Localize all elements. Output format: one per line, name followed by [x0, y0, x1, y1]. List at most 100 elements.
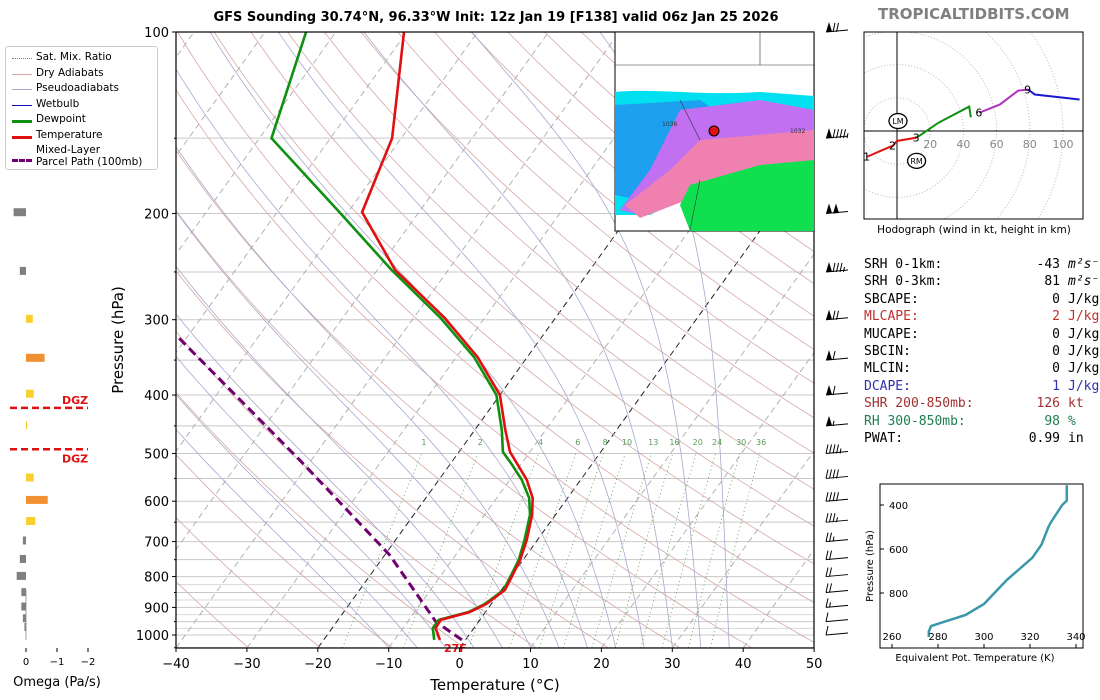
dry-adiabat — [177, 32, 814, 604]
omega-bar — [22, 614, 26, 623]
theta-e-panel — [879, 483, 1084, 649]
wind-barb — [825, 261, 849, 273]
hodograph-trace — [1027, 88, 1080, 101]
pseudoadiabat — [176, 265, 503, 648]
stat-value: 126 — [1036, 396, 1060, 412]
stat-unit: m²s⁻² — [1068, 274, 1100, 290]
y-tick-label: 400 — [144, 389, 169, 404]
legend-label: Mixed-Layer — [36, 144, 101, 156]
legend: Sat. Mix. Ratio Dry Adiabats Pseudoadiabat… — [5, 46, 158, 170]
legend-label: Parcel Path (100mb) — [36, 156, 143, 168]
y-tick-label: 600 — [144, 495, 169, 510]
hodograph-height-label: 9 — [1024, 84, 1031, 97]
wind-barb — [825, 415, 849, 427]
plot-frame — [175, 31, 815, 649]
stat-value: 1 — [1052, 378, 1060, 394]
legend-swatch — [12, 104, 32, 106]
hodograph-ring-label: 20 — [923, 138, 937, 151]
stat-row: PWAT: 0.99 in — [864, 430, 1100, 447]
barb-flag — [836, 129, 839, 139]
map-inset: 1036 1032 — [614, 31, 815, 232]
barb-half-flag — [832, 420, 835, 426]
dry-adiabat — [507, 32, 814, 285]
isotherm — [176, 32, 266, 157]
barb-flag — [829, 583, 832, 593]
theta-e-tick-label: 280 — [928, 632, 947, 643]
pseudoadiabat — [176, 210, 532, 648]
barb-flag — [829, 532, 832, 542]
pseudoadiabat — [176, 146, 560, 648]
omega-bar — [13, 208, 26, 217]
y-tick-label: 900 — [144, 601, 169, 616]
pseudoadiabat — [209, 32, 617, 648]
barb-flag — [832, 262, 836, 273]
wind-barb — [825, 583, 849, 593]
legend-swatch — [12, 89, 32, 90]
omega-tick-label: −2 — [81, 657, 96, 668]
barb-flag — [836, 469, 839, 479]
legend-swatch — [12, 120, 32, 123]
legend-swatch — [12, 159, 32, 162]
stat-value: 0 — [1052, 344, 1060, 360]
stat-label: MLCAPE: — [864, 309, 919, 325]
y-tick-label: 200 — [144, 208, 169, 223]
stat-value: 0 — [1052, 326, 1060, 342]
barb-pennant — [826, 350, 832, 361]
hodograph-height-label: 3 — [913, 132, 920, 145]
dry-adiabat — [176, 516, 321, 648]
x-tick-label: 40 — [735, 657, 752, 672]
barb-flag — [829, 550, 832, 560]
mixing-ratio-label: 24 — [712, 438, 722, 447]
mixing-ratio-label: 36 — [756, 438, 766, 447]
chart-title: GFS Sounding 30.74°N, 96.33°W Init: 12z … — [213, 10, 779, 25]
theta-e-line — [927, 485, 1069, 637]
barb-flag — [825, 444, 829, 454]
omega-bar — [26, 353, 45, 362]
wind-barb — [825, 22, 849, 33]
wind-barb — [825, 550, 849, 561]
dry-adiabat — [176, 454, 393, 648]
wind-barb — [825, 492, 849, 502]
wind-barb — [825, 469, 849, 479]
wind-barb — [825, 625, 849, 636]
mixing-ratio-line — [591, 453, 652, 648]
dry-adiabat — [176, 270, 609, 648]
legend-label: Dry Adiabats — [36, 66, 104, 79]
theta-e-tick-label: 260 — [882, 632, 901, 643]
x-tick-label: 30 — [664, 657, 681, 672]
legend-label: Temperature — [36, 128, 103, 141]
mixing-ratio-label: 1 — [421, 438, 426, 447]
map-precip-ice — [625, 130, 814, 218]
barb-half-flag — [846, 133, 849, 139]
theta-e-tick-label: 320 — [1020, 632, 1039, 643]
stat-label: SRH 0-3km: — [864, 274, 943, 290]
wind-barb — [825, 203, 849, 215]
stat-label: DCAPE: — [864, 378, 911, 394]
dry-adiabat — [434, 32, 814, 350]
barb-flag — [825, 567, 829, 577]
barb-flag — [829, 567, 832, 577]
omega-panel: DGZ DGZ — [10, 132, 89, 652]
omega-bar — [16, 571, 26, 580]
hodograph-caption: Hodograph (wind in kt, height in km) — [877, 224, 1071, 236]
stat-row: SRH 0-3km: 81 m²s⁻² — [864, 273, 1100, 290]
brand-watermark: TROPICALTIDBITS.COM — [878, 5, 1070, 23]
stat-row: SRH 0-1km: -43 m²s⁻² — [864, 256, 1100, 273]
omega-bar — [24, 623, 26, 632]
pseudoadiabat — [599, 32, 730, 648]
skewt-plot: 1 2 4 6 8 10 13 16 20 24 30 36 — [176, 32, 814, 648]
dry-adiabat — [250, 32, 814, 527]
mixing-ratio-line — [688, 453, 741, 648]
wind-barb — [825, 513, 849, 523]
hodograph-ring-label: 80 — [1023, 138, 1037, 151]
barb-half-flag — [832, 536, 835, 542]
pseudoadiabat — [363, 32, 673, 648]
stat-value: 98 — [1044, 413, 1060, 429]
dgz-label: DGZ — [62, 394, 88, 407]
barb-pennant — [833, 203, 839, 214]
stat-unit: m²s⁻² — [1068, 257, 1100, 272]
y-tick-label: 300 — [144, 314, 169, 329]
x-tick-label: 10 — [522, 657, 539, 672]
stat-unit: J/kg — [1068, 309, 1100, 325]
hodograph-ring-label: 40 — [956, 138, 970, 151]
